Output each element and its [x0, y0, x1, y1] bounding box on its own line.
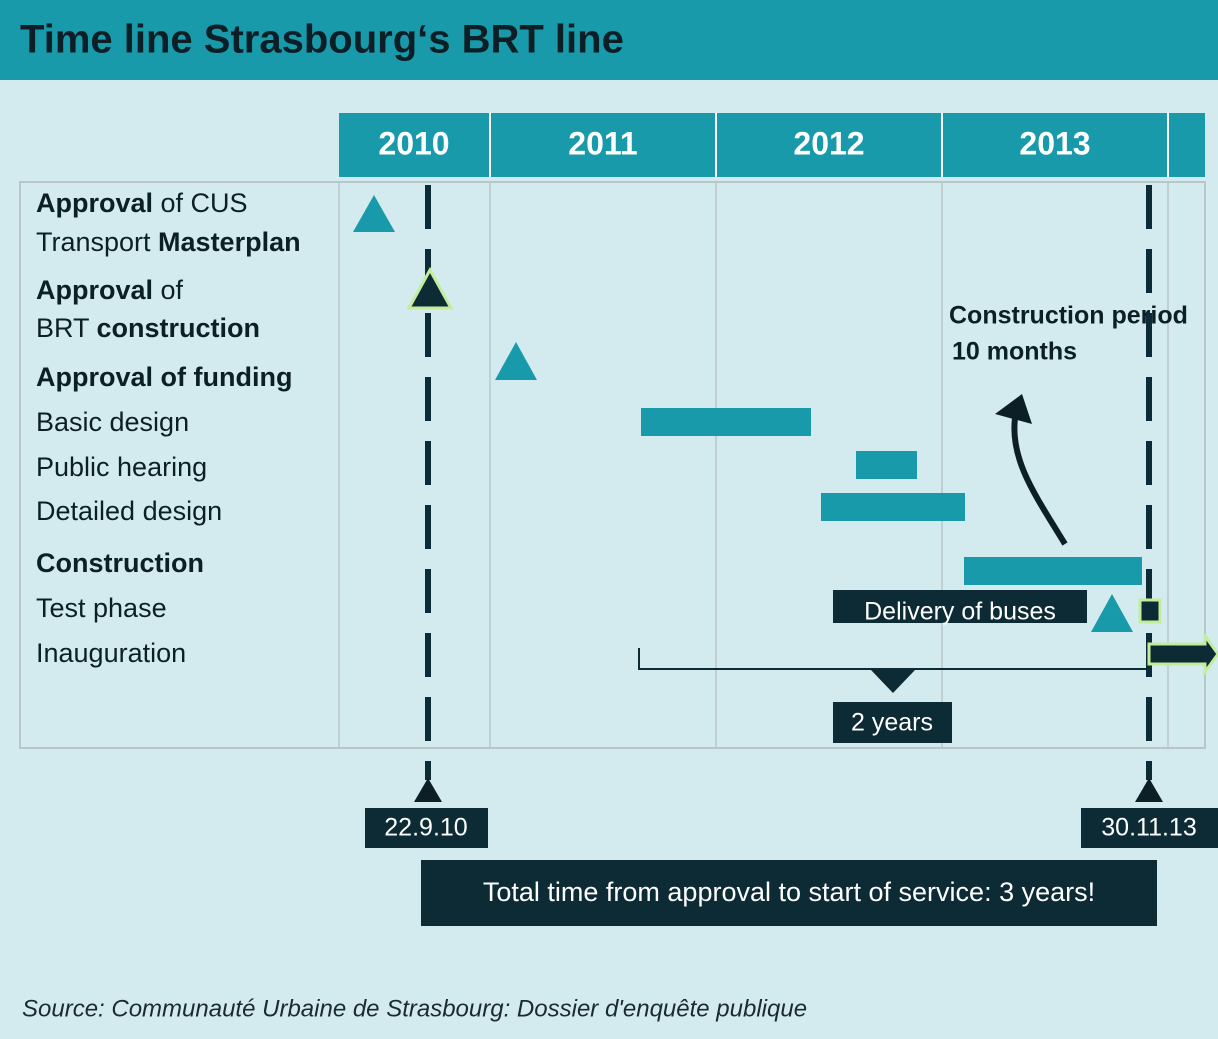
row-label-part: Transport — [36, 227, 158, 257]
date-pointer — [1135, 778, 1163, 802]
row-label: Public hearing — [36, 452, 207, 482]
row-label-part: Test phase — [36, 593, 167, 623]
curved-arrow — [1011, 417, 1068, 546]
row-label-part: Detailed design — [36, 496, 222, 526]
row-label: Approval of CUS — [36, 188, 248, 218]
row-label-part: Construction — [36, 548, 204, 578]
bracket-pointer — [871, 670, 915, 693]
bar-public-hearing — [856, 451, 917, 479]
row-label-part: of — [153, 275, 184, 305]
row-label-part: construction — [97, 313, 261, 343]
construction-period: Construction period — [949, 302, 1188, 330]
total-box — [421, 860, 1157, 926]
construction-period: 10 months — [952, 338, 1077, 366]
inauguration-arrow — [1147, 631, 1218, 677]
row-label-part: Basic design — [36, 407, 189, 437]
year-label: 2013 — [1019, 125, 1090, 161]
row-label: BRT construction — [36, 313, 260, 343]
row-label-part: of CUS — [153, 188, 248, 218]
row-label: Construction — [36, 548, 204, 578]
row-label: Basic design — [36, 407, 189, 437]
duration-box — [833, 702, 952, 743]
milestone-triangle — [1091, 594, 1133, 632]
test-phase-square — [1138, 598, 1162, 624]
date-box — [365, 808, 488, 848]
milestone-triangle — [353, 195, 395, 232]
delivery-box — [833, 590, 1087, 623]
row-label: Transport Masterplan — [36, 227, 301, 257]
row-label: Inauguration — [36, 638, 186, 668]
row-label-part: Public hearing — [36, 452, 207, 482]
source: Source: Communauté Urbaine de Strasbourg… — [22, 995, 807, 1022]
year-dividers — [489, 113, 1169, 177]
milestone-lines — [425, 185, 1152, 780]
row-label-part: Masterplan — [158, 227, 301, 257]
delivery-label: Delivery of buses — [864, 598, 1056, 626]
column-lines — [338, 182, 1169, 748]
row-label-part: Approval of funding — [36, 362, 292, 392]
milestone-triangle — [495, 342, 537, 380]
header-band — [0, 0, 1218, 80]
table-frame — [19, 181, 1206, 749]
total-label: Total time from approval to start of ser… — [483, 877, 1095, 907]
bar-detailed-design — [821, 493, 965, 521]
year-header — [339, 113, 1205, 177]
date-pointer — [414, 778, 442, 802]
row-label-part: BRT — [36, 313, 97, 343]
row-label: Detailed design — [36, 496, 222, 526]
start-date: 22.9.10 — [384, 814, 467, 842]
duration-bracket — [638, 648, 1146, 670]
date-box — [1081, 808, 1218, 848]
year-label: 2012 — [793, 125, 864, 161]
year-label: 2011 — [568, 125, 637, 161]
curved-arrow-head — [995, 394, 1032, 424]
year-label: 2010 — [378, 125, 449, 161]
row-label-part: Approval — [36, 275, 153, 305]
end-date: 30.11.13 — [1101, 814, 1196, 842]
bar-basic-design — [641, 408, 811, 436]
duration-label: 2 years — [851, 709, 933, 737]
title: Time line Strasbourg‘s BRT line — [20, 18, 624, 62]
bar-construction — [964, 557, 1142, 585]
row-label-part: Approval — [36, 188, 153, 218]
row-label: Approval of funding — [36, 362, 292, 392]
milestone-triangle — [406, 266, 454, 310]
row-label: Approval of — [36, 275, 184, 305]
year-labels: 2010 2011 2012 2013 — [378, 125, 1090, 161]
row-label: Test phase — [36, 593, 167, 623]
row-label-part: Inauguration — [36, 638, 186, 668]
